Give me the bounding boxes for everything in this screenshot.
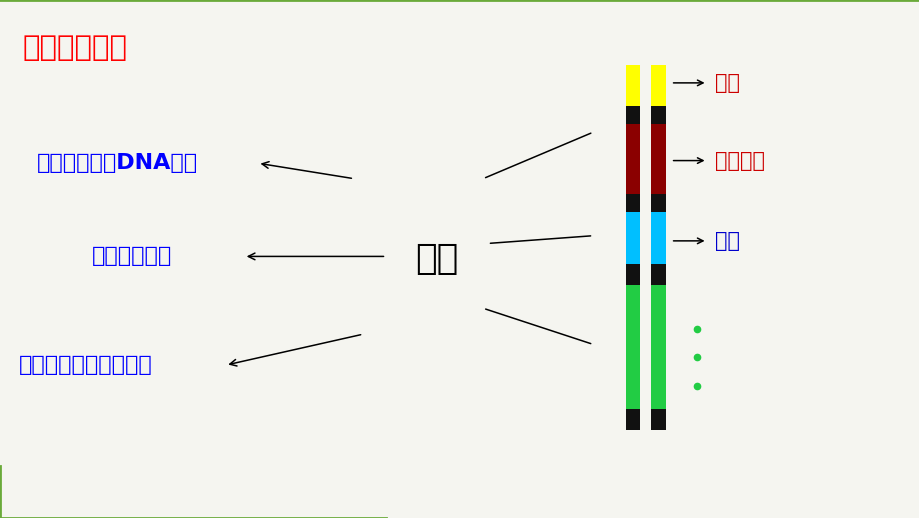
Bar	[625, 212, 640, 264]
Bar	[625, 124, 640, 194]
Text: 眼皮单双: 眼皮单双	[714, 151, 764, 170]
Bar	[625, 409, 640, 430]
Text: 有遗传效应的DNA片段: 有遗传效应的DNA片段	[37, 153, 198, 173]
Bar	[651, 409, 665, 430]
Bar	[651, 212, 665, 264]
Text: 肤色: 肤色	[714, 73, 739, 93]
Bar	[625, 285, 640, 409]
Text: 基因: 基因	[414, 242, 459, 276]
Bar	[625, 194, 640, 212]
Bar	[625, 106, 640, 124]
Bar	[651, 106, 665, 124]
Bar	[625, 264, 640, 285]
Bar	[651, 124, 665, 194]
Bar	[651, 65, 665, 106]
Bar	[651, 285, 665, 409]
Bar	[651, 264, 665, 285]
Bar	[625, 65, 640, 106]
Text: 控制生物性状: 控制生物性状	[92, 247, 172, 266]
Text: 在染色体上呈线性排列: 在染色体上呈线性排列	[18, 355, 152, 375]
Bar	[651, 194, 665, 212]
Text: 血型: 血型	[714, 231, 739, 251]
Text: 温故而知新：: 温故而知新：	[23, 34, 128, 62]
